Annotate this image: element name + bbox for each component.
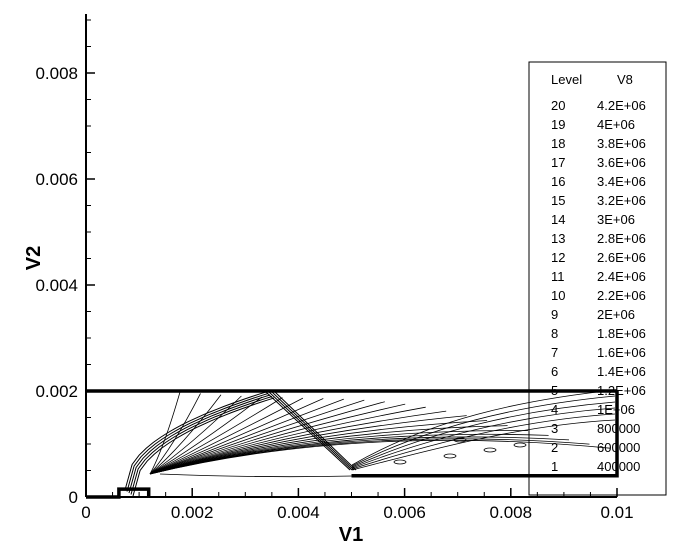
legend-level-number: 7 (551, 345, 558, 360)
legend-level-value: 3E+06 (597, 212, 635, 227)
x-tick-label: 0.006 (383, 503, 426, 522)
contour-line (351, 389, 616, 466)
x-tick-label: 0.004 (277, 503, 320, 522)
legend-level-number: 14 (551, 212, 565, 227)
contour-line (149, 394, 222, 475)
legend-level-value: 4E+06 (597, 117, 635, 132)
legend-level-value: 3.6E+06 (597, 155, 646, 170)
legend-level-number: 11 (551, 269, 565, 284)
x-axis-title: V1 (339, 524, 363, 546)
x-tick-label: 0.008 (490, 503, 533, 522)
y-tick-label: 0.006 (35, 170, 78, 189)
y-tick-label: 0 (69, 488, 78, 507)
contour-cell (453, 437, 467, 443)
step-outline (351, 391, 619, 478)
contour-line (130, 396, 273, 495)
legend-level-number: 17 (551, 155, 565, 170)
contour-line (351, 407, 616, 469)
legend-level-value: 1.6E+06 (597, 345, 646, 360)
y-tick-label: 0.004 (35, 276, 78, 295)
legend-level-value: 2.6E+06 (597, 250, 646, 265)
contour-line (268, 391, 353, 471)
contour-line (149, 439, 611, 475)
legend-level-value: 3.2E+06 (597, 193, 646, 208)
legend-level-number: 16 (551, 174, 565, 189)
contour-line (159, 473, 353, 478)
legend-level-number: 6 (551, 364, 558, 379)
legend-level-value: 3.4E+06 (597, 174, 646, 189)
legend-level-number: 9 (551, 307, 558, 322)
legend-level-value: 2.8E+06 (597, 231, 646, 246)
legend-level-number: 10 (551, 288, 565, 303)
x-tick-label: 0.002 (171, 503, 214, 522)
legend-level-value: 2.4E+06 (597, 269, 646, 284)
legend-header-var: V8 (617, 72, 633, 87)
contour-line (149, 398, 324, 475)
contour-line (351, 401, 616, 468)
contour-line (149, 403, 406, 475)
contour-line (126, 393, 269, 492)
legend-header-level: Level (551, 72, 582, 87)
y-axis-title: V2 (23, 246, 45, 270)
contour-line (149, 399, 365, 475)
legend-level-value: 1.2E+06 (597, 383, 646, 398)
contour-line (149, 410, 447, 475)
legend-level-value: 3.8E+06 (597, 136, 646, 151)
legend-box (528, 61, 667, 496)
contour-cell (393, 459, 407, 465)
contour-line (149, 396, 263, 475)
contour-line (149, 406, 426, 475)
tick-labels: 0 0.002 0.004 0.006 0.008 0.01 0 0.002 0.004 0.00… (35, 64, 633, 522)
contour-lines (124, 389, 616, 497)
x-tick-label: 0 (81, 503, 90, 522)
contour-line (274, 391, 357, 471)
legend-level-number: 12 (551, 250, 565, 265)
legend-level-number: 19 (551, 117, 565, 132)
contour-line (351, 413, 616, 470)
contour-line (149, 393, 201, 475)
legend-level-number: 13 (551, 231, 565, 246)
legend-level-value: 2E+06 (597, 307, 635, 322)
contour-line (128, 394, 271, 494)
contour-cell (443, 453, 457, 459)
legend-level-value: 800000 (597, 421, 640, 436)
y-tick-label: 0.008 (35, 64, 78, 83)
legend-level-value: 2.2E+06 (597, 288, 646, 303)
contour-cell (513, 442, 527, 448)
legend-level-value: 1.4E+06 (597, 364, 646, 379)
contour-line (149, 398, 344, 475)
legend-level-number: 4 (551, 402, 558, 417)
contour-line (265, 391, 351, 471)
y-tick-label: 0.002 (35, 382, 78, 401)
contour-line (271, 391, 355, 471)
legend-level-number: 20 (551, 98, 565, 113)
contour-line (351, 395, 616, 467)
contour-line (124, 391, 267, 491)
legend-level-number: 18 (551, 136, 565, 151)
contour-line (132, 397, 275, 497)
contour-cell (483, 447, 497, 453)
x-tick-label: 0.01 (600, 503, 633, 522)
legend-level-value: 400000 (597, 459, 640, 474)
axes (85, 14, 618, 498)
contour-line (351, 419, 616, 471)
legend-level-number: 2 (551, 440, 558, 455)
contour-line (149, 397, 283, 475)
legend-level-number: 5 (551, 383, 558, 398)
legend-level-value: 4.2E+06 (597, 98, 646, 113)
legend-level-value: 600000 (597, 440, 640, 455)
contour-line (149, 401, 385, 475)
legend-level-number: 8 (551, 326, 558, 341)
legend-level-number: 3 (551, 421, 558, 436)
legend-level-value: 1E+06 (597, 402, 635, 417)
legend-level-value: 1.8E+06 (597, 326, 646, 341)
legend-level-number: 15 (551, 193, 565, 208)
legend-level-number: 1 (551, 459, 558, 474)
